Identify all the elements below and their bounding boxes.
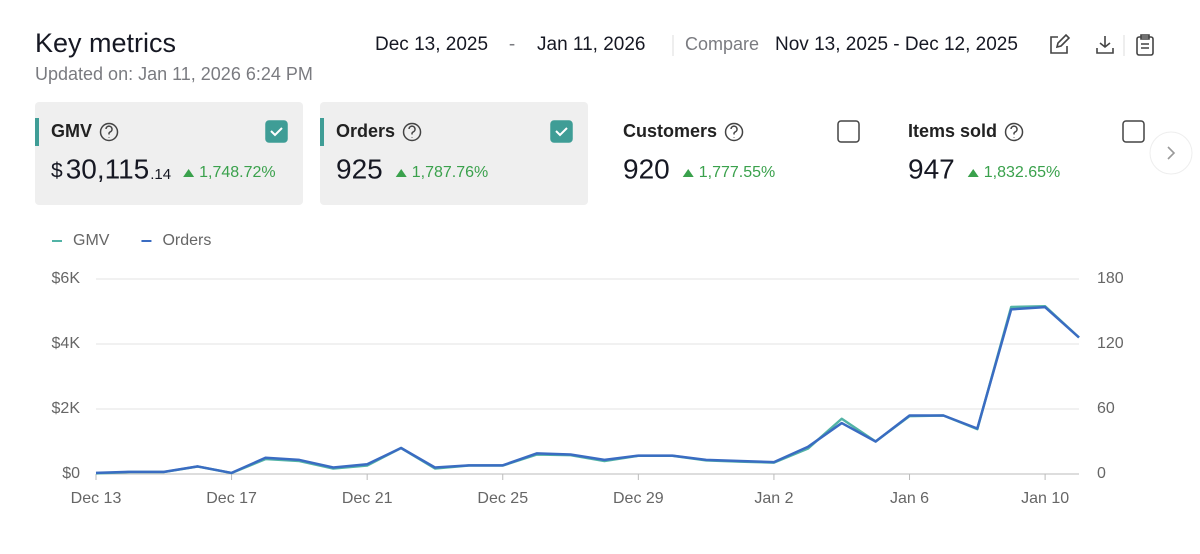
checkbox-box[interactable] xyxy=(837,120,860,143)
card-bg xyxy=(320,102,588,205)
help-icon xyxy=(724,122,744,142)
compare-label: Compare xyxy=(685,34,759,54)
metric-card[interactable]: GMV $ 30,115.14 1,748.72% xyxy=(35,102,303,205)
x-tick-label: Jan 2 xyxy=(754,490,793,507)
checkbox-box[interactable] xyxy=(1122,120,1145,143)
y2-tick-label: 60 xyxy=(1097,400,1115,417)
x-tick-label: Dec 17 xyxy=(206,490,257,507)
x-tick-label: Jan 6 xyxy=(890,490,929,507)
date-picker[interactable]: Dec 13, 2025 - Jan 11, 2026 xyxy=(375,34,645,55)
series-line xyxy=(95,305,1080,475)
help-icon xyxy=(1004,122,1024,142)
series-line xyxy=(95,305,1080,475)
chevron xyxy=(1167,146,1176,160)
x-tick-label: Dec 25 xyxy=(477,490,528,507)
x-tick-label: Jan 10 xyxy=(1021,490,1069,507)
y-tick-label: $2K xyxy=(52,400,81,417)
y2-tick-label: 0 xyxy=(1097,465,1106,482)
metric-label: Items sold xyxy=(908,121,997,141)
compare-range[interactable]: Nov 13, 2025 - Dec 12, 2025 xyxy=(775,34,1018,55)
legend-label[interactable]: GMV xyxy=(73,232,110,249)
y-tick-label: $0 xyxy=(62,465,80,482)
download-icon[interactable] xyxy=(1096,36,1114,54)
help-icon xyxy=(402,122,422,142)
checkbox[interactable] xyxy=(550,120,573,143)
chart: $0 $2K $4K $6K 0 60 120 180 Dec 13 Dec 17 Dec 21 De… xyxy=(52,232,1124,507)
card-accent xyxy=(35,118,39,146)
edit-frame xyxy=(1050,36,1068,54)
download-glyph xyxy=(1096,36,1114,54)
change-arrow xyxy=(395,169,407,177)
checkmark xyxy=(555,127,568,137)
next-circle[interactable] xyxy=(1149,131,1193,175)
checkbox-box[interactable] xyxy=(550,120,573,143)
help-glyph xyxy=(1010,125,1018,138)
metric-change: 1,748.72% xyxy=(199,164,276,181)
legend-label[interactable]: Orders xyxy=(162,232,211,249)
x-tick-label: Dec 21 xyxy=(342,490,393,507)
metric-value: 30,115 xyxy=(66,153,150,184)
card-accent xyxy=(320,118,324,146)
report-board xyxy=(1136,36,1154,56)
change-arrow xyxy=(183,169,195,177)
help-glyph xyxy=(730,125,738,138)
help-glyph xyxy=(105,125,113,138)
value-prefix: $ xyxy=(51,160,63,183)
metric-card[interactable]: Items sold 947 1,832.65% xyxy=(908,120,1145,185)
date-end[interactable]: Jan 11, 2026 xyxy=(537,34,645,55)
checkbox-box[interactable] xyxy=(265,120,288,143)
y-tick-label: $6K xyxy=(52,270,81,287)
y-tick-label: $4K xyxy=(52,335,81,352)
y2-tick-label: 120 xyxy=(1097,335,1124,352)
change-arrow xyxy=(967,169,979,177)
metric-label: Orders xyxy=(336,121,395,141)
x-tick-label: Dec 13 xyxy=(71,490,122,507)
edit-pen xyxy=(1055,33,1071,49)
metric-card[interactable]: Orders 925 1,787.76% xyxy=(320,102,588,205)
checkmark xyxy=(270,127,283,137)
date-separator: - xyxy=(509,34,515,55)
title: Key metrics xyxy=(35,28,176,58)
help-glyph xyxy=(408,125,416,138)
metric-cards: GMV $ 30,115.14 1,748.72% Orders 925 1,787.76%… xyxy=(35,102,1145,205)
metric-value: 925 xyxy=(336,153,383,184)
metric-change: 1,832.65% xyxy=(984,164,1061,181)
checkbox[interactable] xyxy=(837,120,860,143)
updated-time: Updated on: Jan 11, 2026 6:24 PM xyxy=(35,64,313,84)
metric-value: 920 xyxy=(623,153,670,184)
checkbox[interactable] xyxy=(1122,120,1145,143)
metric-value: 947 xyxy=(908,153,955,184)
date-start[interactable]: Dec 13, 2025 xyxy=(375,34,488,55)
edit-icon[interactable] xyxy=(1050,33,1071,54)
y2-tick-label: 180 xyxy=(1097,270,1124,287)
next-button[interactable] xyxy=(1149,131,1193,175)
x-tick-label: Dec 29 xyxy=(613,490,664,507)
metric-card[interactable]: Customers 920 1,777.55% xyxy=(623,120,860,185)
help-icon xyxy=(99,122,119,142)
change-arrow xyxy=(682,169,694,177)
metric-change: 1,777.55% xyxy=(699,164,776,181)
metric-change: 1,787.76% xyxy=(412,164,489,181)
report-lines xyxy=(1140,34,1150,49)
value-suffix: .14 xyxy=(150,166,171,183)
report-icon[interactable] xyxy=(1136,34,1154,56)
checkbox[interactable] xyxy=(265,120,288,143)
metric-label: GMV xyxy=(51,121,92,141)
metric-label: Customers xyxy=(623,121,717,141)
